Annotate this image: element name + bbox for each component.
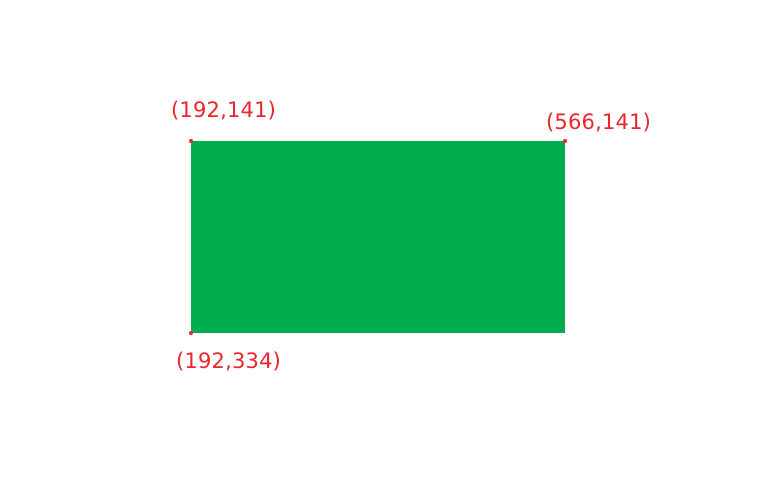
bottom-left-coordinate-label: (192,334) [176, 349, 282, 373]
green-rectangle [191, 141, 565, 333]
top-left-corner-dot [189, 139, 193, 143]
top-left-coordinate-label: (192,141) [171, 98, 277, 122]
top-right-corner-dot [563, 139, 567, 143]
top-right-coordinate-label: (566,141) [546, 110, 652, 134]
bottom-left-corner-dot [189, 331, 193, 335]
